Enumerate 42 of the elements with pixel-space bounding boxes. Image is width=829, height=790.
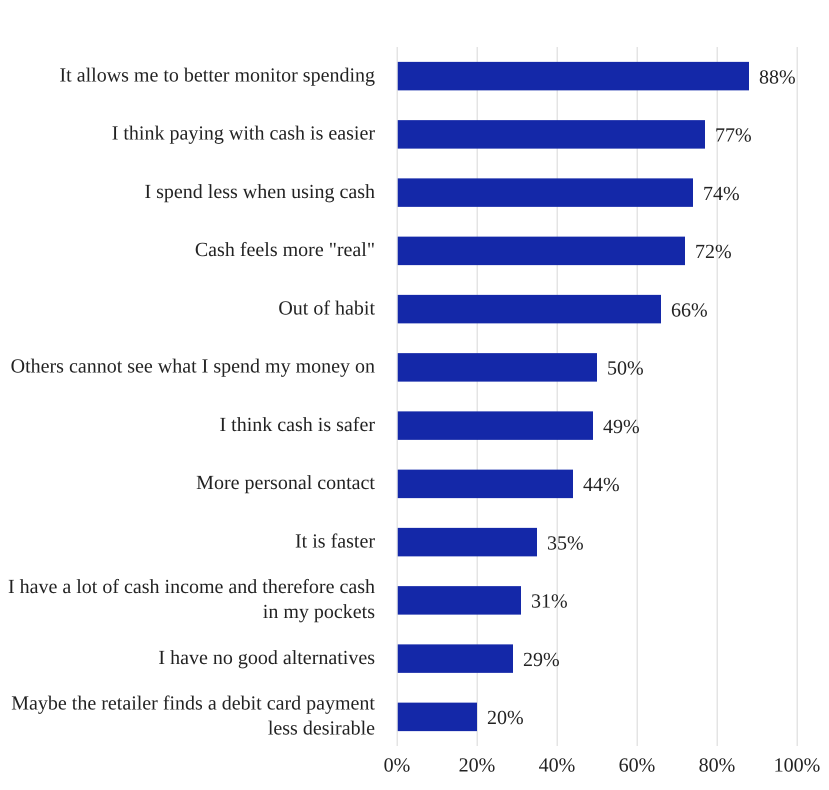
y-tick-label: It allows me to better monitor spending	[60, 64, 375, 86]
data-label: 74%	[703, 182, 740, 205]
data-label: 35%	[547, 532, 584, 554]
data-label: 88%	[759, 66, 796, 88]
y-tick-label: I have no good alternatives	[158, 646, 376, 669]
data-label: 44%	[583, 474, 620, 496]
x-tick-label: 60%	[618, 754, 656, 776]
data-label: 20%	[487, 707, 524, 730]
y-tick-label: I think cash is safer	[219, 414, 376, 436]
bar	[398, 236, 685, 266]
y-tick-label: Cash feels more "real"	[194, 239, 375, 262]
bar	[398, 294, 661, 324]
y-tick-label: It is faster	[295, 530, 376, 552]
bar	[398, 120, 705, 149]
x-tick-label: 80%	[698, 754, 736, 776]
bar	[398, 528, 537, 556]
data-label: 66%	[671, 299, 708, 322]
data-label: 29%	[523, 648, 560, 671]
y-tick-label: Out of habit	[278, 297, 376, 320]
bar	[398, 702, 477, 732]
data-label: 72%	[695, 241, 732, 264]
y-tick-label: I have a lot of cash income and therefore cash in my pockets	[8, 576, 376, 624]
x-tick-label: 40%	[538, 754, 576, 776]
data-label: 50%	[607, 358, 644, 380]
bar	[398, 62, 749, 90]
bar	[398, 411, 593, 440]
x-tick-label: 0%	[384, 754, 410, 776]
y-tick-label: I spend less when using cash	[144, 180, 375, 203]
y-tick-label: More personal contact	[196, 472, 376, 494]
y-tick-label: I think paying with cash is easier	[112, 122, 376, 145]
x-tick-label: 100%	[774, 754, 820, 776]
bar	[398, 644, 513, 673]
y-tick-label: Maybe the retailer finds a debit card payment less desirable	[11, 692, 376, 740]
data-label: 31%	[531, 590, 568, 613]
data-label: 49%	[603, 416, 640, 438]
data-label: 77%	[715, 124, 752, 147]
bar	[398, 470, 573, 498]
x-tick-label: 20%	[458, 754, 496, 776]
bar	[398, 178, 693, 207]
bar	[398, 586, 521, 615]
bar	[398, 353, 597, 382]
y-tick-label: Others cannot see what I spend my money on	[10, 356, 375, 378]
